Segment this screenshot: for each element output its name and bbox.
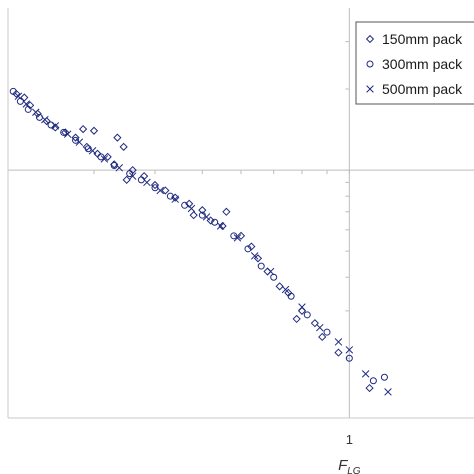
data-point <box>369 377 377 385</box>
data-point <box>298 303 306 311</box>
data-point <box>323 328 331 336</box>
data-point <box>236 231 246 240</box>
data-point <box>113 133 122 142</box>
data-point <box>310 319 319 328</box>
data-point <box>51 122 60 130</box>
data-point <box>26 101 35 110</box>
x-tick-label: 1 <box>346 432 353 447</box>
data-point <box>222 207 231 216</box>
legend-label: 500mm pack <box>382 81 463 97</box>
data-point <box>115 164 124 172</box>
data-point <box>318 332 327 342</box>
data-point <box>230 232 238 240</box>
data-point <box>156 186 164 195</box>
legend-box <box>355 21 474 105</box>
legend: 150mm pack 300mm pack 500mm pack <box>355 21 474 105</box>
data-point <box>384 388 392 396</box>
data-point <box>89 126 99 135</box>
data-point <box>233 234 242 242</box>
legend-entry: 150mm pack <box>365 31 463 47</box>
data-point <box>82 142 91 151</box>
legend-marker <box>366 60 374 68</box>
data-point <box>334 348 343 357</box>
data-point <box>211 218 219 226</box>
data-point <box>72 136 80 144</box>
data-point <box>189 211 198 220</box>
points-layer <box>9 87 392 396</box>
data-point <box>292 314 301 324</box>
data-point <box>244 245 252 253</box>
data-point <box>345 346 354 354</box>
data-point <box>266 267 275 276</box>
x-axis-label: FLG <box>338 457 361 474</box>
data-point <box>166 192 174 200</box>
data-point <box>247 242 256 251</box>
data-point <box>275 282 284 291</box>
data-point <box>202 213 211 221</box>
data-point <box>380 373 388 381</box>
data-point <box>16 97 24 105</box>
data-point <box>303 311 311 319</box>
data-point <box>345 354 353 362</box>
data-point <box>316 323 324 332</box>
data-point <box>150 180 160 190</box>
series-x <box>14 92 392 396</box>
data-point <box>22 100 31 108</box>
data-point <box>119 142 128 151</box>
data-point <box>250 252 259 260</box>
data-point <box>137 176 145 184</box>
data-point <box>334 338 343 346</box>
legend-entry: 300mm pack <box>366 56 463 72</box>
data-point <box>103 152 112 161</box>
data-point <box>9 87 17 95</box>
data-point <box>187 204 196 213</box>
axis-layer <box>7 8 474 419</box>
data-point <box>71 133 80 142</box>
data-point <box>88 146 97 155</box>
labels-layer: 1 FLG <box>338 432 361 474</box>
legend-marker <box>366 85 374 93</box>
data-point <box>12 89 21 98</box>
data-point <box>161 186 170 195</box>
data-point <box>185 199 194 208</box>
data-point <box>47 121 55 129</box>
data-point <box>253 254 263 263</box>
data-point <box>361 370 370 378</box>
data-point <box>32 108 40 117</box>
data-point <box>126 170 134 178</box>
data-point <box>287 292 295 300</box>
legend-marker <box>365 34 375 44</box>
data-point <box>257 262 265 270</box>
data-point <box>41 115 49 124</box>
legend-label: 300mm pack <box>382 56 463 72</box>
legend-label: 150mm pack <box>382 31 463 47</box>
data-point <box>51 123 60 132</box>
data-point <box>128 172 137 180</box>
data-point <box>14 92 23 101</box>
data-point <box>281 285 290 294</box>
data-point <box>218 221 227 231</box>
data-point <box>263 267 272 276</box>
data-point <box>365 383 374 393</box>
data-point <box>63 130 72 138</box>
data-point <box>79 124 88 134</box>
data-point <box>122 175 131 184</box>
data-point <box>100 155 109 163</box>
data-point <box>61 128 70 137</box>
data-point <box>143 178 151 187</box>
data-point <box>198 206 207 215</box>
data-point <box>20 93 29 102</box>
legend-entry: 500mm pack <box>366 81 463 97</box>
data-point <box>75 138 84 146</box>
data-point <box>97 153 105 161</box>
data-point <box>216 222 225 230</box>
data-point <box>181 201 189 209</box>
data-point <box>171 195 179 203</box>
